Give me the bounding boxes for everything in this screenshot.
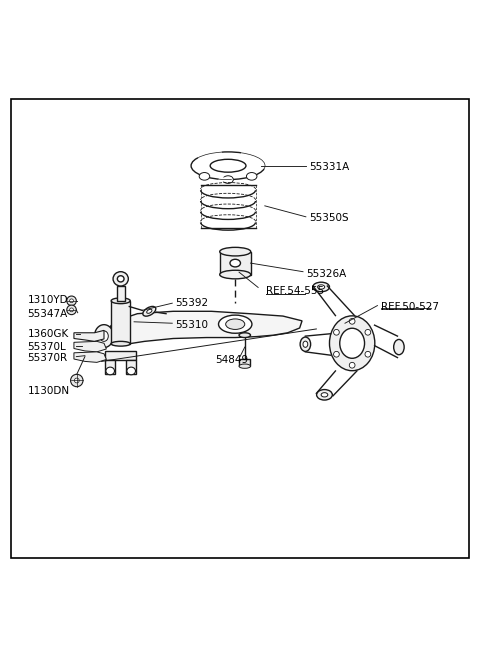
- Text: 54849: 54849: [215, 356, 248, 365]
- Text: 55370L: 55370L: [28, 342, 66, 352]
- Ellipse shape: [329, 316, 375, 371]
- Bar: [239, 359, 251, 366]
- Ellipse shape: [226, 319, 245, 329]
- Text: 55310: 55310: [176, 319, 209, 330]
- Circle shape: [334, 352, 339, 357]
- Ellipse shape: [220, 270, 251, 279]
- Ellipse shape: [143, 306, 156, 316]
- Polygon shape: [74, 352, 107, 362]
- Circle shape: [365, 352, 371, 357]
- Circle shape: [70, 299, 73, 302]
- Circle shape: [71, 375, 83, 386]
- Text: 55370R: 55370R: [28, 352, 68, 363]
- Text: 1130DN: 1130DN: [28, 386, 70, 396]
- Circle shape: [74, 378, 79, 383]
- Ellipse shape: [340, 328, 364, 358]
- Text: 55331A: 55331A: [309, 161, 349, 172]
- Text: 1310YD: 1310YD: [28, 295, 68, 305]
- Ellipse shape: [113, 272, 128, 286]
- Ellipse shape: [117, 276, 124, 282]
- Text: 55347A: 55347A: [28, 309, 68, 319]
- Ellipse shape: [223, 176, 233, 184]
- Ellipse shape: [303, 341, 308, 347]
- Text: 55350S: 55350S: [309, 213, 349, 223]
- Ellipse shape: [313, 282, 329, 292]
- Ellipse shape: [127, 367, 135, 375]
- Bar: [106, 360, 115, 374]
- Bar: [117, 287, 124, 301]
- Bar: [106, 351, 136, 360]
- Ellipse shape: [394, 339, 404, 355]
- Circle shape: [349, 362, 355, 368]
- Ellipse shape: [218, 315, 252, 333]
- Text: 1360GK: 1360GK: [28, 329, 69, 339]
- Ellipse shape: [239, 333, 251, 338]
- Ellipse shape: [111, 341, 130, 346]
- Circle shape: [349, 318, 355, 324]
- Text: 55326A: 55326A: [306, 268, 346, 279]
- Ellipse shape: [317, 390, 332, 400]
- Circle shape: [365, 329, 371, 335]
- Circle shape: [334, 329, 339, 335]
- Ellipse shape: [111, 298, 130, 304]
- Circle shape: [67, 305, 76, 315]
- Bar: [220, 252, 251, 275]
- Ellipse shape: [95, 325, 114, 348]
- Ellipse shape: [300, 337, 311, 352]
- Ellipse shape: [246, 173, 257, 180]
- Ellipse shape: [321, 393, 328, 397]
- Polygon shape: [104, 312, 302, 344]
- Text: REF.50-527: REF.50-527: [381, 302, 439, 312]
- Ellipse shape: [220, 247, 251, 256]
- Ellipse shape: [100, 331, 108, 341]
- Bar: [111, 301, 130, 344]
- Bar: [126, 360, 136, 374]
- Text: 55392: 55392: [176, 298, 209, 308]
- Polygon shape: [74, 331, 104, 341]
- Text: REF.54-555: REF.54-555: [266, 286, 324, 296]
- Circle shape: [70, 308, 73, 312]
- Ellipse shape: [147, 309, 152, 314]
- Ellipse shape: [199, 173, 210, 180]
- Ellipse shape: [106, 367, 115, 375]
- Polygon shape: [74, 341, 107, 352]
- Ellipse shape: [318, 285, 324, 289]
- Circle shape: [67, 296, 76, 306]
- Ellipse shape: [239, 364, 251, 368]
- Ellipse shape: [230, 259, 240, 267]
